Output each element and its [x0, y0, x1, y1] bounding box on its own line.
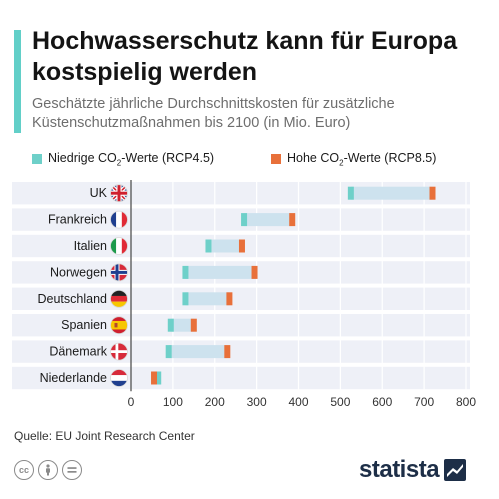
- legend-item-high: Hohe CO2-Werte (RCP8.5): [271, 151, 436, 168]
- category-label: Spanien: [61, 318, 107, 332]
- x-tick-label: 100: [163, 395, 183, 409]
- france-flag-icon: [110, 210, 128, 229]
- row-background: [12, 208, 470, 231]
- uk-flag-icon: [110, 184, 128, 203]
- page-title: Hochwasserschutz kann für Europa kostspi…: [32, 27, 458, 86]
- page-subtitle: Geschätzte jährliche Durchschnittskosten…: [32, 96, 395, 131]
- chart-legend: Niedrige CO2-Werte (RCP4.5) Hohe CO2-Wer…: [0, 151, 499, 169]
- x-tick-label: 300: [247, 395, 267, 409]
- low-marker: [241, 213, 248, 227]
- low-marker: [347, 186, 354, 200]
- high-marker: [429, 186, 436, 200]
- attribution-icon[interactable]: [38, 460, 58, 480]
- low-marker: [182, 292, 189, 306]
- range-bar: [185, 292, 230, 306]
- statista-wordmark: statista: [359, 456, 440, 483]
- high-marker: [251, 265, 258, 279]
- high-marker: [190, 318, 197, 332]
- italy-flag-icon: [110, 237, 128, 255]
- range-bar: [170, 318, 194, 332]
- category-label: Norwegen: [50, 265, 107, 279]
- x-tick-label: 400: [288, 395, 308, 409]
- norway-flag-icon: [110, 263, 128, 282]
- statista-brand[interactable]: statista: [359, 456, 467, 484]
- high-marker: [151, 371, 158, 385]
- noderivs-icon[interactable]: [62, 460, 82, 480]
- row-background: [12, 314, 470, 337]
- row-background: [12, 340, 470, 363]
- range-bar: [168, 345, 228, 359]
- range-bar: [208, 239, 242, 253]
- high-marker: [226, 292, 233, 306]
- x-tick-label: 0: [128, 395, 135, 409]
- high-marker: [224, 345, 231, 359]
- low-marker: [155, 371, 162, 385]
- range-bar: [244, 213, 293, 227]
- category-label: Deutschland: [38, 292, 108, 306]
- x-tick-label: 500: [330, 395, 350, 409]
- legend-label-low: Niedrige CO2-Werte (RCP4.5): [48, 151, 215, 168]
- category-label: UK: [90, 186, 108, 200]
- legend-item-low: Niedrige CO2-Werte (RCP4.5): [32, 151, 214, 168]
- range-bar: [350, 186, 433, 200]
- category-label: Niederlande: [40, 371, 107, 385]
- legend-label-high: Hohe CO2-Werte (RCP8.5): [287, 151, 437, 168]
- high-marker: [238, 239, 245, 253]
- category-label: Dänemark: [49, 345, 107, 359]
- license-icons: cc: [14, 460, 82, 480]
- source-note: Quelle: EU Joint Research Center: [14, 429, 195, 443]
- statista-logo-icon: [444, 459, 467, 481]
- cc-icon[interactable]: cc: [14, 460, 34, 480]
- germany-flag-icon: [110, 289, 128, 308]
- range-bar: [185, 265, 255, 279]
- row-background: [12, 366, 470, 390]
- title-accent-bar: [14, 30, 21, 133]
- category-label: Frankreich: [48, 213, 107, 227]
- netherlands-flag-icon: [110, 369, 128, 387]
- category-label: Italien: [74, 239, 107, 253]
- x-tick-label: 700: [414, 395, 434, 409]
- low-marker: [182, 265, 189, 279]
- x-tick-label: 200: [205, 395, 225, 409]
- legend-swatch-high: [271, 154, 281, 165]
- x-tick-label: 800: [456, 395, 476, 409]
- low-marker: [165, 345, 172, 359]
- low-marker: [205, 239, 212, 253]
- low-marker: [167, 318, 174, 332]
- spain-flag-icon: [110, 316, 128, 335]
- coastal-protection-cost-chart: 0 100 200 300 400 500 600 700 800 UK Frankreich Ita…: [12, 180, 476, 409]
- legend-swatch-low: [32, 154, 42, 165]
- row-background: [12, 287, 470, 310]
- high-marker: [289, 213, 296, 227]
- x-tick-label: 600: [372, 395, 392, 409]
- denmark-flag-icon: [110, 342, 128, 361]
